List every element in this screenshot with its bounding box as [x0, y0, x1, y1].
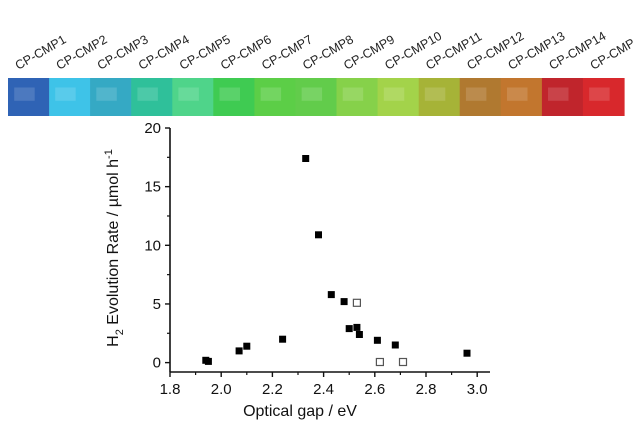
sample-swatch — [131, 78, 173, 116]
data-point-filled — [327, 291, 335, 299]
data-point-filled — [340, 298, 348, 306]
sample-swatch-highlight — [342, 87, 364, 101]
data-point-filled — [391, 341, 399, 349]
y-tick-label: 0 — [153, 355, 161, 372]
sample-swatch-highlight — [424, 87, 446, 101]
data-point-filled — [373, 336, 381, 344]
sample-swatch — [582, 78, 625, 116]
y-tick-label: 15 — [144, 179, 161, 196]
sample-swatch — [172, 78, 214, 116]
sample-swatch-highlight — [55, 87, 76, 101]
sample-swatch — [295, 78, 338, 116]
sample-swatch — [336, 78, 379, 116]
data-point-filled — [355, 331, 363, 338]
sample-swatch-highlight — [14, 87, 35, 101]
data-point-filled — [463, 349, 471, 357]
data-point-filled — [315, 231, 322, 239]
data-points — [202, 155, 471, 367]
sample-swatch — [8, 78, 50, 116]
sample-swatch — [418, 78, 461, 116]
x-tick-label: 2.6 — [364, 381, 385, 398]
sample-swatch — [541, 78, 584, 116]
x-tick-label: 2.8 — [416, 381, 437, 398]
sample-swatch-highlight — [507, 87, 528, 101]
x-axis-label: Optical gap / eV — [243, 403, 357, 420]
sample-swatch-highlight — [548, 87, 569, 101]
sample-swatch-highlight — [96, 87, 117, 101]
sample-swatch — [49, 78, 91, 116]
sample-swatch-highlight — [137, 87, 158, 101]
sample-swatch — [254, 78, 297, 116]
data-point-open — [375, 357, 384, 367]
y-axis-label-main: Evolution Rate / µmol h — [105, 159, 122, 329]
data-point-filled — [302, 155, 310, 162]
sample-swatch — [213, 78, 255, 116]
y-axis-label-h: H — [105, 335, 122, 347]
sample-swatch — [377, 78, 420, 116]
sample-photo-strip: CP-CMP1CP-CMP2CP-CMP3CP-CMP4CP-CMP5CP-CM… — [8, 29, 633, 116]
data-point-open — [398, 357, 408, 367]
sample-swatch-highlight — [383, 87, 405, 101]
y-tick-labels: 0 5 10 15 20 — [144, 120, 161, 372]
data-point-filled — [345, 325, 353, 333]
x-tick-labels: 1.8 2.0 2.2 2.4 2.6 2.8 3.0 — [160, 381, 488, 398]
sample-swatch — [459, 78, 502, 116]
data-point-filled — [353, 323, 361, 331]
x-tick-label: 2.0 — [211, 381, 232, 398]
sample-swatch-highlight — [589, 87, 610, 101]
sample-swatch-highlight — [219, 87, 240, 101]
y-axis-label: H2 Evolution Rate / µmol h-1 — [103, 149, 126, 347]
x-tick-label: 1.8 — [160, 381, 181, 398]
data-point-open — [352, 298, 361, 307]
sample-swatch-highlight — [465, 87, 487, 101]
y-axis-label-sub: 2 — [114, 329, 126, 335]
data-point-filled — [243, 342, 251, 350]
y-tick-label: 20 — [144, 120, 161, 137]
chart-axes — [165, 127, 490, 377]
y-axis-label-sup: -1 — [103, 149, 115, 159]
y-tick-label: 5 — [153, 296, 161, 313]
x-tick-label: 2.4 — [313, 381, 334, 398]
y-tick-label: 10 — [144, 237, 161, 254]
sample-swatch — [500, 78, 543, 116]
data-point-filled — [204, 357, 212, 365]
x-tick-label: 2.2 — [262, 381, 283, 398]
sample-swatch-highlight — [178, 87, 199, 101]
data-point-filled — [279, 335, 287, 343]
sample-swatch — [90, 78, 132, 116]
data-point-filled — [235, 347, 243, 355]
sample-swatch-highlight — [301, 87, 323, 101]
sample-swatch-highlight — [260, 87, 282, 101]
x-tick-label: 3.0 — [467, 381, 488, 398]
